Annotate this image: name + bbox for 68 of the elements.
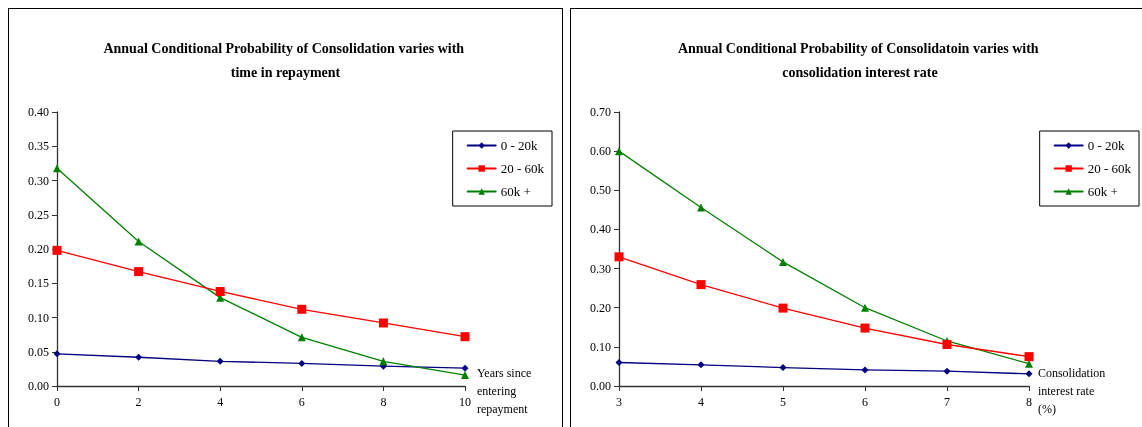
y-tick-label: 0.30 xyxy=(28,173,49,188)
point xyxy=(52,245,62,255)
point xyxy=(53,350,61,358)
y-tick-label: 0.40 xyxy=(590,222,611,237)
point xyxy=(461,371,469,380)
point xyxy=(135,353,143,361)
x-tick-label: 2 xyxy=(135,395,142,409)
point xyxy=(378,318,388,328)
point xyxy=(461,364,469,372)
point xyxy=(696,280,706,290)
point xyxy=(215,286,225,296)
x-tick-label: 10 xyxy=(459,395,471,409)
point xyxy=(614,252,624,262)
x-tick-label: 5 xyxy=(780,395,786,409)
y-tick-label: 0.70 xyxy=(590,105,611,119)
y-tick-label: 0.15 xyxy=(28,276,49,291)
chart-title: Annual Conditional Probability of Consolidation varies with time in repayment xyxy=(103,40,468,80)
point xyxy=(779,364,787,372)
y-tick-label: 0.00 xyxy=(28,379,49,393)
x-tick-label: 6 xyxy=(862,395,868,409)
x-tick-label: 8 xyxy=(1026,395,1032,409)
point xyxy=(860,323,870,333)
point xyxy=(697,361,705,369)
point xyxy=(779,257,787,266)
point xyxy=(615,147,623,156)
x-axis-title: Consolidation interest rate (%) xyxy=(1037,366,1106,416)
point xyxy=(943,367,951,375)
chart-title: Annual Conditional Probability of Consolidatoin varies with consolidation interest rate xyxy=(677,40,1043,80)
x-tick-label: 7 xyxy=(944,395,950,409)
y-tick-label: 0.10 xyxy=(28,310,49,325)
point xyxy=(861,303,869,312)
point xyxy=(615,359,623,367)
point xyxy=(298,359,306,367)
legend-label: 20 - 60k xyxy=(1087,161,1132,176)
legend-label: 60k + xyxy=(500,184,531,199)
x-tick-label: 4 xyxy=(217,395,224,409)
point xyxy=(216,357,224,365)
point xyxy=(942,340,952,350)
point xyxy=(297,304,307,314)
x-axis-title: Years since entering repayment xyxy=(476,366,532,416)
y-tick-label: 0.00 xyxy=(590,379,611,393)
point xyxy=(53,164,61,173)
point xyxy=(697,203,705,212)
y-tick-label: 0.20 xyxy=(590,300,611,315)
legend-label: 20 - 60k xyxy=(500,161,545,176)
point xyxy=(1024,352,1034,362)
y-tick-label: 0.60 xyxy=(590,144,611,159)
x-tick-label: 4 xyxy=(698,395,704,409)
y-tick-label: 0.05 xyxy=(28,344,49,359)
x-tick-label: 0 xyxy=(54,395,60,409)
point xyxy=(460,332,470,342)
point xyxy=(1025,370,1033,378)
y-tick-label: 0.50 xyxy=(590,183,611,198)
y-tick-label: 0.40 xyxy=(28,105,49,119)
x-tick-label: 6 xyxy=(298,395,305,409)
point xyxy=(134,267,144,277)
legend-label: 0 - 20k xyxy=(500,138,538,153)
x-tick-label: 8 xyxy=(380,395,387,409)
y-tick-label: 0.25 xyxy=(28,207,49,222)
y-tick-label: 0.10 xyxy=(590,339,611,354)
legend-label: 0 - 20k xyxy=(1087,138,1125,153)
point xyxy=(778,303,788,313)
legend-label: 60k + xyxy=(1087,184,1118,199)
y-tick-label: 0.20 xyxy=(28,242,49,256)
y-tick-label: 0.30 xyxy=(590,261,611,276)
x-tick-label: 3 xyxy=(616,395,622,409)
y-tick-label: 0.35 xyxy=(28,139,49,154)
point xyxy=(861,366,869,374)
